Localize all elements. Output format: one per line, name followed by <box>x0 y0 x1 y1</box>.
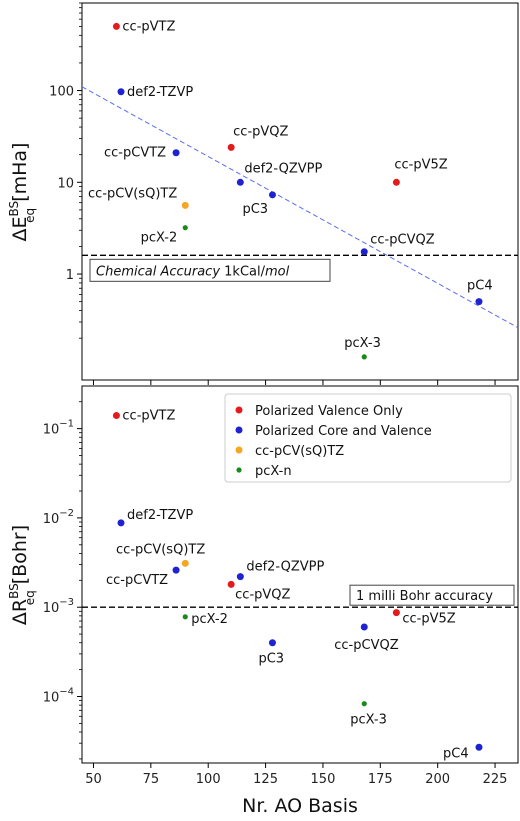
legend-entry: Polarized Core and Valence <box>255 424 432 439</box>
y-tick-label: 10−3 <box>43 597 74 616</box>
point-label: def2-TZVP <box>127 85 193 100</box>
point-label: cc-pVTZ <box>122 409 175 424</box>
data-point <box>181 559 189 567</box>
x-tick-label: 175 <box>368 772 393 787</box>
data-point <box>117 519 125 527</box>
y-tick-label: 1 <box>66 268 74 283</box>
point-label: cc-pV5Z <box>402 612 455 627</box>
point-label: cc-pCV(sQ)TZ <box>116 542 205 557</box>
x-tick-label: 125 <box>253 772 278 787</box>
data-point <box>112 22 120 30</box>
point-label: pcX-3 <box>350 713 387 728</box>
threshold-label-box <box>349 584 515 606</box>
data-point <box>392 178 400 186</box>
data-point <box>361 354 367 360</box>
legend-marker <box>235 426 243 434</box>
threshold-label: Chemical Accuracy 1kCal/mol <box>96 264 290 279</box>
point-label: def2-QZVPP <box>246 560 324 575</box>
point-label: pC3 <box>258 652 284 667</box>
point-label: pcX-2 <box>191 612 228 627</box>
legend-entry: pcX-n <box>255 464 292 479</box>
y-tick-label: 10−2 <box>43 508 74 527</box>
energy-y-ticks: 1 10 100 <box>49 2 82 339</box>
point-label: pcX-2 <box>141 231 178 246</box>
legend-box <box>224 393 512 483</box>
x-tick-label: 200 <box>425 772 450 787</box>
point-label: def2-QZVPP <box>244 161 322 176</box>
data-point <box>227 580 235 588</box>
data-point <box>475 298 483 306</box>
energy-threshold: Chemical Accuracy 1kCal/mol <box>82 254 518 282</box>
x-tick-label: 225 <box>483 772 508 787</box>
x-tick-label: 100 <box>196 772 221 787</box>
bond-length-y-axis-label: ΔRBS eq [Bohr] <box>7 525 37 625</box>
x-tick-label: 50 <box>85 772 102 787</box>
point-label: pC4 <box>443 746 469 761</box>
legend-entry: cc-pCV(sQ)TZ <box>255 444 344 459</box>
point-label: pcX-3 <box>344 336 381 351</box>
data-point <box>360 623 368 631</box>
data-point <box>182 614 188 620</box>
data-point <box>227 143 235 151</box>
data-point <box>392 609 400 617</box>
point-label: cc-pV5Z <box>394 157 447 172</box>
point-label: cc-pVQZ <box>233 124 288 139</box>
legend-entry: Polarized Valence Only <box>255 404 403 419</box>
point-label: pC4 <box>467 279 493 294</box>
y-tick-label: 10−4 <box>43 686 74 705</box>
legend-marker <box>236 467 242 473</box>
x-axis-ticks: 50 75 100 125 150 175 200 225 <box>85 763 507 787</box>
data-point <box>182 225 188 231</box>
data-point <box>236 178 244 186</box>
y-tick-label: 10 <box>57 176 74 191</box>
threshold-label-box <box>89 258 331 282</box>
data-point <box>236 573 244 581</box>
data-point <box>112 412 120 420</box>
point-label: cc-pCV(sQ)TZ <box>88 186 177 201</box>
x-axis-label: Nr. AO Basis <box>242 795 358 817</box>
point-label: cc-pCVTZ <box>104 146 166 161</box>
point-label: cc-pVTZ <box>122 19 175 34</box>
data-point <box>360 248 368 256</box>
y-tick-label: 10−1 <box>43 419 74 438</box>
legend: Polarized Valence Only Polarized Core and… <box>224 393 512 483</box>
bond-length-points: cc-pVTZ def2-TZVP cc-pCVTZ cc-pCV(sQ)TZ pcX-… <box>106 409 483 761</box>
legend-marker <box>235 406 243 414</box>
point-label: cc-pCVTZ <box>106 573 168 588</box>
x-tick-label: 150 <box>311 772 336 787</box>
point-label: cc-pVQZ <box>235 587 290 602</box>
point-label: def2-TZVP <box>127 508 193 523</box>
point-label: cc-pCVQZ <box>334 638 398 653</box>
legend-marker <box>235 446 243 454</box>
energy-error-panel: 1 10 100 Chemical Accuracy 1kCal/mol cc-pV… <box>7 2 519 385</box>
data-point <box>172 149 180 157</box>
data-point <box>475 743 483 751</box>
energy-x-ticks <box>92 380 496 385</box>
x-tick-label: 75 <box>143 772 160 787</box>
data-point <box>268 191 276 199</box>
energy-y-axis-label: ΔEBS eq [mHa] <box>7 143 37 242</box>
point-label: pC3 <box>242 202 268 217</box>
point-label: cc-pCVQZ <box>370 233 434 248</box>
data-point <box>172 566 180 574</box>
bond-length-error-panel: 10−410−310−210−1 50 75 100 125 150 175 200 225 … <box>7 385 519 787</box>
data-point <box>117 88 125 96</box>
bond-length-y-ticks: 10−4 10−3 10−2 10−1 <box>43 401 82 760</box>
fit-line <box>81 86 519 329</box>
threshold-label: 1 milli Bohr accuracy <box>356 589 493 604</box>
energy-points: cc-pVTZ def2-TZVP cc-pCVTZ cc-pCV(sQ)TZ pcX-… <box>88 19 493 360</box>
y-tick-label: 100 <box>49 85 74 100</box>
data-point <box>181 201 189 209</box>
data-point <box>268 639 276 647</box>
bond-length-threshold: 1 milli Bohr accuracy <box>82 584 518 608</box>
energy-fit-line <box>81 86 519 329</box>
data-point <box>361 701 367 707</box>
energy-plot-frame <box>81 2 519 381</box>
